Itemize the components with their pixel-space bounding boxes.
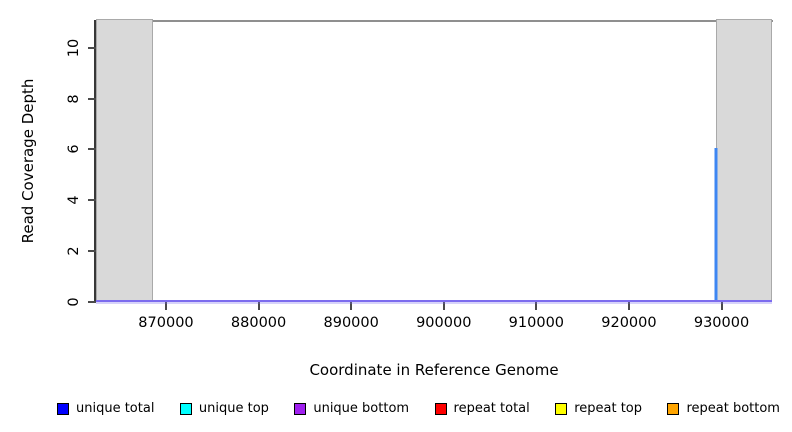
x-tick-mark: [257, 302, 260, 310]
legend-swatch-icon: [57, 402, 69, 415]
legend-label: unique top: [198, 401, 269, 416]
x-tick-label: 870000: [138, 315, 194, 331]
legend-item-unique-total: unique total: [57, 401, 154, 416]
legend-label: repeat total: [453, 401, 530, 416]
legend-label: unique bottom: [313, 401, 410, 416]
left-shaded-region: [96, 19, 154, 301]
y-tick-label: 8: [66, 93, 82, 104]
coverage-spike: [714, 148, 718, 301]
y-tick-mark: [88, 199, 96, 202]
x-tick-mark: [720, 302, 723, 310]
x-tick-mark: [627, 302, 630, 310]
y-tick-label: 10: [66, 38, 82, 57]
x-tick-label: 930000: [693, 315, 750, 331]
legend-item-repeat-total: repeat total: [434, 401, 530, 416]
right-shaded-region: [715, 19, 772, 301]
y-tick-label: 6: [66, 144, 82, 155]
x-tick-mark: [350, 302, 353, 310]
x-tick-label: 910000: [508, 315, 565, 331]
legend: unique total unique top unique bottom repea…: [57, 400, 780, 417]
x-tick-label: 900000: [416, 315, 472, 331]
plot-top-border: [95, 20, 773, 22]
x-axis-title: Coordinate in Reference Genome: [309, 361, 559, 379]
y-tick-mark: [88, 250, 96, 253]
legend-item-repeat-top: repeat top: [555, 401, 642, 416]
y-tick-mark: [88, 301, 96, 303]
y-tick-mark: [88, 97, 96, 100]
legend-label: repeat bottom: [686, 401, 780, 416]
plot-area: 870000 880000 890000 900000 910000 920000 9300…: [66, 19, 773, 331]
legend-label: repeat top: [574, 401, 642, 416]
legend-swatch-icon: [179, 402, 192, 415]
x-tick-label: 880000: [230, 315, 287, 331]
legend-swatch-icon: [434, 402, 447, 415]
x-tick-mark: [164, 302, 167, 310]
legend-swatch-icon: [667, 402, 680, 415]
y-tick-mark: [88, 46, 96, 49]
x-tick-mark: [535, 302, 538, 310]
y-axis-line: [94, 20, 96, 303]
zero-coverage-baseline: [96, 300, 772, 302]
y-axis-title: Read Coverage Depth: [19, 78, 37, 244]
x-tick-label: 890000: [323, 315, 379, 331]
legend-swatch-icon: [294, 402, 307, 415]
x-tick-mark: [442, 302, 445, 310]
legend-item-unique-top: unique top: [179, 401, 269, 416]
legend-swatch-icon: [555, 402, 568, 415]
y-tick-label: 0: [66, 297, 82, 307]
y-tick-label: 4: [66, 195, 82, 205]
legend-label: unique total: [76, 401, 155, 416]
x-tick-label: 920000: [601, 315, 657, 331]
y-tick-label: 2: [66, 246, 82, 256]
legend-item-unique-bottom: unique bottom: [294, 401, 409, 416]
y-tick-mark: [88, 148, 96, 151]
legend-item-repeat-bottom: repeat bottom: [667, 401, 780, 416]
